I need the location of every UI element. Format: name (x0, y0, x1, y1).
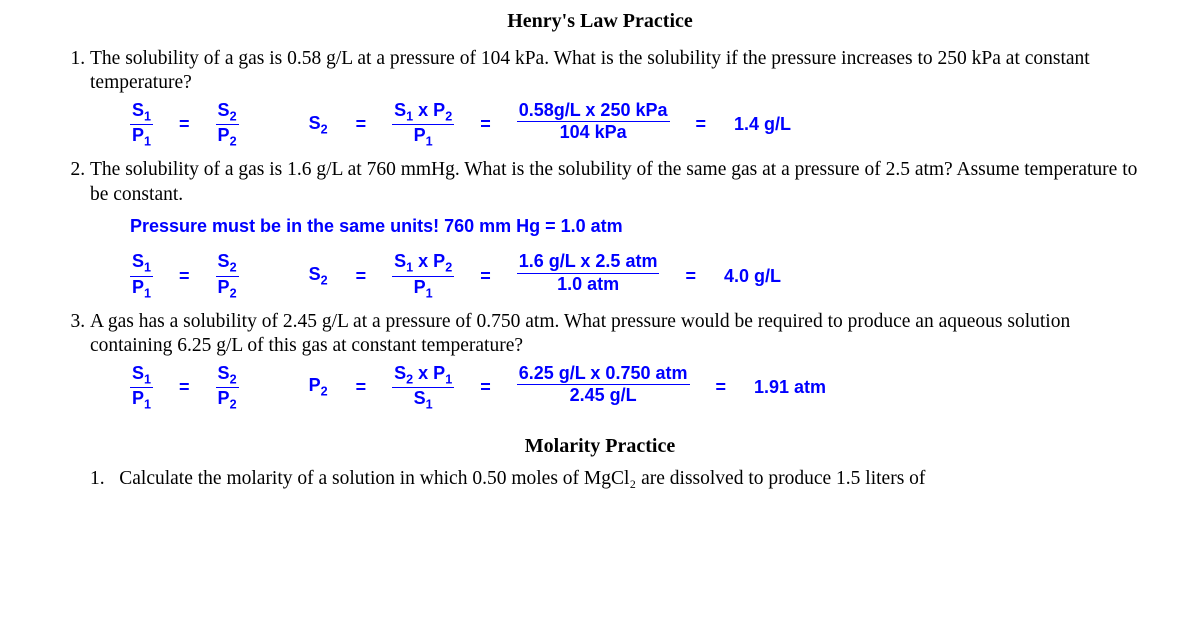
result-text: 1.91 atm (752, 377, 828, 399)
result-text: 4.0 g/L (722, 266, 783, 288)
question-item: A gas has a solubility of 2.45 g/L at a … (90, 310, 1150, 413)
question-list: The solubility of a gas is 0.58 g/L at a… (50, 47, 1150, 413)
unit-note: Pressure must be in the same units! 760 … (130, 215, 1150, 238)
question-text: The solubility of a gas is 1.6 g/L at 76… (90, 159, 1137, 204)
question-text: A gas has a solubility of 2.45 g/L at a … (90, 311, 1070, 356)
equation-row: S1P1 = S2P2 P2 = S2 x P1S1 = 6.25 g/L x … (130, 363, 1150, 413)
equation-row: S1P1 = S2P2 S2 = S1 x P2P1 = 0.58g/L x 2… (130, 100, 1150, 150)
result-text: 1.4 g/L (732, 114, 793, 136)
page-title: Henry's Law Practice (50, 10, 1150, 33)
question-item: The solubility of a gas is 1.6 g/L at 76… (90, 158, 1150, 302)
question-partial: 1. Calculate the molarity of a solution … (50, 468, 1150, 490)
equation-row: S1P1 = S2P2 S2 = S1 x P2P1 = 1.6 g/L x 2… (130, 251, 1150, 301)
section-title: Molarity Practice (50, 435, 1150, 458)
question-item: The solubility of a gas is 0.58 g/L at a… (90, 47, 1150, 150)
question-text: The solubility of a gas is 0.58 g/L at a… (90, 48, 1090, 93)
document-page: Henry's Law Practice The solubility of a… (0, 0, 1200, 490)
